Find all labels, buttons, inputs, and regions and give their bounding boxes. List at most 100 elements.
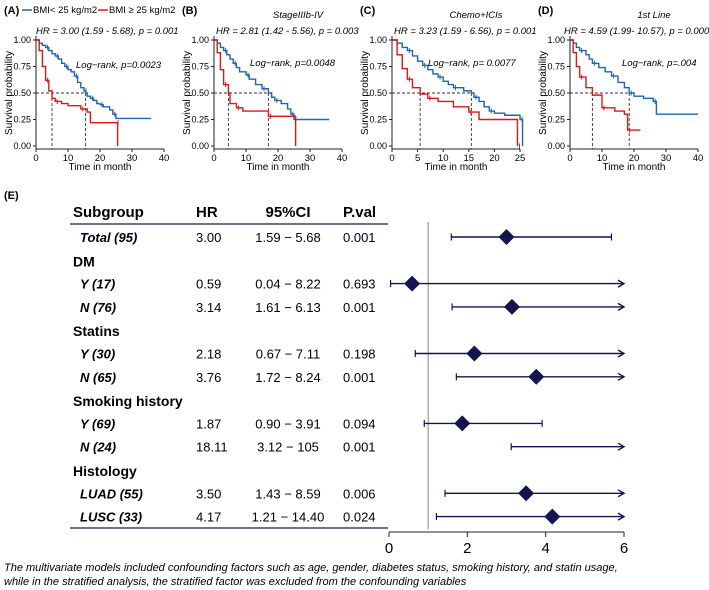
- x-tick-label: 20: [273, 153, 284, 164]
- km-panel-d: (D) 1st Line HR = 4.59 (1.99- 10.57), p …: [538, 5, 709, 173]
- x-tick-label: 30: [661, 153, 672, 164]
- y-tick-label: 1.00: [547, 35, 565, 45]
- row-label: Total (95): [80, 230, 137, 245]
- row-ci: 1.43 − 8.59: [255, 486, 320, 501]
- km-curve-low: [570, 39, 698, 115]
- y-tick-label: 0.25: [369, 115, 387, 125]
- ci-arrow-right: [617, 279, 626, 288]
- x-axis-label: Time in month: [69, 162, 132, 173]
- km-curve-high: [392, 39, 519, 146]
- y-axis-label: Survival probability: [4, 51, 15, 135]
- row-pval: 0.198: [343, 347, 376, 362]
- km-curve-high: [214, 39, 297, 146]
- y-tick-label: 0.25: [547, 115, 565, 125]
- x-tick-label: 10: [241, 153, 252, 164]
- y-tick-label: 1.00: [13, 35, 31, 45]
- y-tick-label: 0.75: [13, 62, 31, 72]
- x-tick-label: 20: [489, 153, 500, 164]
- x-tick-label: 5: [415, 153, 420, 164]
- panel-label-d: (D): [538, 5, 554, 17]
- panel-label-a: (A): [4, 5, 20, 17]
- hr-diamond: [498, 229, 515, 245]
- y-tick-label: 0.75: [191, 62, 209, 72]
- legend: BMI< 25 kg/m2 BMI ≥ 25 kg/m2: [22, 5, 175, 16]
- x-tick-label: 0: [389, 153, 394, 164]
- y-tick-label: 0.75: [547, 62, 565, 72]
- row-hr: 3.50: [196, 486, 221, 501]
- hr-text-a: HR = 3.00 (1.59 - 5.68), p = 0.001: [36, 26, 179, 37]
- ci-arrow-right: [617, 512, 626, 521]
- ci-arrow-right: [617, 442, 626, 451]
- row-ci: 0.04 − 8.22: [255, 277, 320, 292]
- group-label: Histology: [73, 463, 137, 479]
- km-curve-high: [570, 39, 641, 131]
- row-ci: 1.21 − 14.40: [252, 510, 325, 525]
- x-tick-label: 0: [211, 153, 216, 164]
- y-tick-label: 0.00: [191, 141, 209, 151]
- logrank-text-b: Log−rank, p=0.0048: [250, 58, 336, 69]
- row-ci: 1.61 − 6.13: [255, 300, 320, 315]
- x-tick-label: 10: [63, 153, 74, 164]
- row-pval: 0.024: [343, 510, 376, 525]
- row-hr: 3.00: [196, 230, 221, 245]
- hr-diamond: [466, 345, 483, 362]
- y-axis-label: Survival probability: [538, 51, 549, 135]
- ci-arrow-right: [617, 489, 626, 498]
- forest-x-tick-label: 0: [385, 540, 393, 557]
- header-hr: HR: [196, 204, 218, 221]
- y-tick-label: 0.50: [547, 88, 565, 98]
- row-hr: 4.17: [196, 510, 221, 525]
- x-tick-label: 20: [629, 153, 640, 164]
- row-hr: 0.59: [196, 277, 221, 292]
- panel-label-b: (B): [182, 5, 198, 17]
- row-label: Y (69): [80, 416, 115, 431]
- y-tick-label: 0.50: [369, 88, 387, 98]
- hr-diamond: [518, 485, 535, 502]
- legend-high-label: BMI ≥ 25 kg/m2: [109, 5, 175, 16]
- km-curve-low: [392, 39, 524, 146]
- km-panel-c: (C) Chemo+ICIs HR = 3.23 (1.59 - 6.56), …: [360, 5, 537, 173]
- hr-diamond: [544, 508, 561, 525]
- row-pval: 0.001: [343, 440, 376, 455]
- x-axis-label: Time in month: [247, 162, 310, 173]
- ci-arrow-right: [617, 349, 626, 358]
- y-tick-label: 0.00: [547, 141, 565, 151]
- forest-x-tick-label: 6: [620, 540, 628, 557]
- km-curve-high: [36, 39, 119, 146]
- logrank-text-d: Log−rank, p=.004: [622, 58, 696, 69]
- x-tick-label: 30: [127, 153, 138, 164]
- legend-low-label: BMI< 25 kg/m2: [33, 5, 97, 16]
- row-label: Y (17): [80, 277, 115, 292]
- row-label: N (65): [80, 370, 116, 385]
- y-tick-label: 0.25: [191, 115, 209, 125]
- row-ci: 3.12 − 105: [257, 440, 319, 455]
- row-hr: 3.14: [196, 300, 221, 315]
- row-pval: 0.006: [343, 486, 376, 501]
- row-ci: 1.72 − 8.24: [255, 370, 320, 385]
- y-tick-label: 0.25: [13, 115, 31, 125]
- y-tick-label: 0.00: [369, 141, 387, 151]
- group-label: Statins: [73, 323, 120, 339]
- row-label: LUAD (55): [80, 486, 143, 501]
- x-tick-label: 20: [95, 153, 106, 164]
- panel-label-c: (C): [360, 5, 376, 17]
- ci-arrow-right: [617, 372, 626, 381]
- row-label: Y (30): [80, 347, 115, 362]
- hr-diamond: [404, 275, 421, 292]
- x-tick-label: 15: [464, 153, 475, 164]
- row-hr: 3.76: [196, 370, 221, 385]
- row-hr: 1.87: [196, 416, 221, 431]
- row-label: N (76): [80, 300, 116, 315]
- logrank-text-a: Log−rank, p=0.0023: [76, 60, 162, 71]
- panel-title-b: StageIIIb-IV: [273, 10, 325, 21]
- row-pval: 0.693: [343, 277, 376, 292]
- row-pval: 0.001: [343, 300, 376, 315]
- forest-plot: (E) Subgroup HR 95%CI P.val The multivar…: [4, 190, 628, 588]
- y-tick-label: 1.00: [191, 35, 209, 45]
- header-subgroup: Subgroup: [73, 204, 144, 221]
- y-axis-label: Survival probability: [182, 51, 193, 135]
- header-pval: P.val: [343, 204, 376, 221]
- km-curve-low: [214, 39, 330, 121]
- row-pval: 0.001: [343, 230, 376, 245]
- x-tick-label: 0: [567, 153, 572, 164]
